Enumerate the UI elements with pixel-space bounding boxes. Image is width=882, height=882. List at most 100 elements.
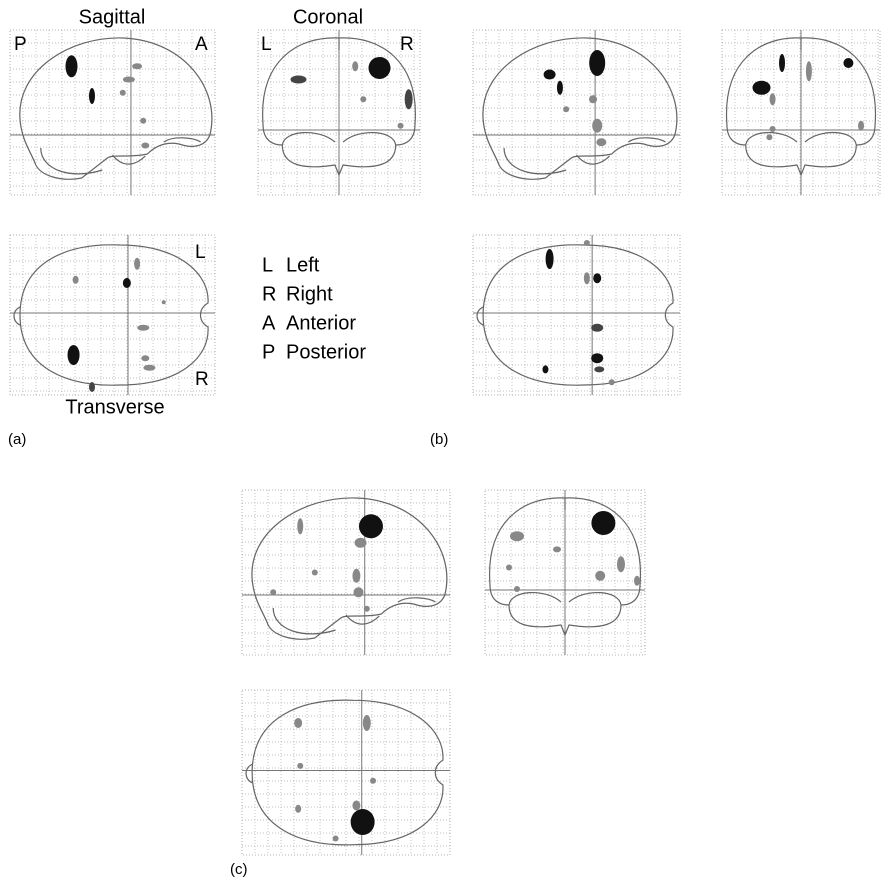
activation-blob bbox=[362, 715, 371, 731]
orientation-label: L bbox=[195, 242, 206, 263]
activation-blob bbox=[617, 556, 625, 573]
grid-frame bbox=[241, 689, 451, 856]
activation-blob bbox=[370, 777, 377, 784]
activation-blob bbox=[137, 324, 150, 331]
activation-blob bbox=[363, 605, 370, 612]
brain-outline bbox=[489, 497, 641, 637]
activation-blob bbox=[89, 382, 95, 392]
activation-blob bbox=[161, 300, 166, 305]
orientation-label: R bbox=[400, 34, 414, 55]
glass-brain-view bbox=[241, 689, 451, 856]
activation-blob bbox=[752, 80, 771, 95]
panel-label: (c) bbox=[230, 861, 248, 878]
activation-blob bbox=[294, 718, 303, 728]
glass-brain-view bbox=[721, 29, 881, 196]
activation-blob bbox=[506, 564, 512, 571]
glass-brain-view bbox=[484, 489, 646, 656]
activation-blob bbox=[270, 589, 277, 596]
activation-blob bbox=[297, 762, 304, 769]
activation-blob bbox=[591, 511, 616, 535]
activation-blob bbox=[556, 80, 563, 95]
legend-text: Posterior bbox=[286, 341, 366, 363]
legend-text: Anterior bbox=[286, 312, 356, 334]
activation-blob bbox=[543, 69, 556, 80]
orientation-label: P bbox=[14, 34, 27, 55]
activation-blob bbox=[553, 546, 561, 553]
activation-blob bbox=[404, 89, 413, 110]
view-title: Coronal bbox=[293, 6, 363, 28]
brain-outline bbox=[262, 37, 416, 177]
activation-blob bbox=[295, 804, 302, 813]
glass-brain-view bbox=[9, 234, 216, 396]
activation-blob bbox=[290, 75, 307, 84]
brain-outline bbox=[725, 37, 877, 177]
activation-blob bbox=[89, 88, 95, 104]
activation-blob bbox=[858, 120, 865, 131]
activation-blob bbox=[119, 89, 126, 96]
activation-blob bbox=[72, 275, 79, 284]
views bbox=[9, 29, 881, 856]
activation-blob bbox=[350, 809, 375, 835]
activation-blob bbox=[589, 95, 598, 104]
activation-blob bbox=[352, 800, 361, 811]
panel-label: (a) bbox=[8, 431, 26, 448]
grid-frame bbox=[9, 29, 216, 196]
activation-blob bbox=[596, 138, 607, 147]
activation-blob bbox=[143, 364, 156, 371]
activation-blob bbox=[140, 117, 147, 124]
legend: L Left R Right A Anterior P Posterior bbox=[262, 254, 366, 363]
legend-key: L bbox=[262, 254, 273, 276]
glass-brain-view bbox=[257, 29, 421, 196]
activation-blob bbox=[769, 126, 776, 132]
activation-blob bbox=[397, 122, 404, 129]
activation-blob bbox=[65, 55, 78, 78]
glass-brain-view bbox=[472, 29, 681, 196]
activation-blob bbox=[311, 569, 318, 576]
orientation-label: A bbox=[195, 34, 208, 55]
activation-blob bbox=[843, 58, 854, 68]
activation-blob bbox=[591, 323, 604, 332]
activation-blob bbox=[805, 61, 812, 82]
activation-blob bbox=[593, 273, 602, 284]
legend-text: Left bbox=[286, 254, 320, 276]
glass-brain-view bbox=[241, 489, 451, 656]
brain-outline bbox=[13, 244, 209, 386]
activation-blob bbox=[352, 568, 361, 583]
grid-frame bbox=[472, 234, 681, 396]
brain-outline bbox=[245, 699, 444, 846]
activation-blob bbox=[132, 63, 143, 70]
activation-blob bbox=[141, 142, 150, 149]
legend-text: Right bbox=[286, 283, 333, 305]
brain-outline bbox=[482, 37, 678, 180]
activation-blob bbox=[583, 240, 590, 246]
activation-blob bbox=[595, 570, 606, 581]
activation-blob bbox=[510, 531, 524, 542]
activation-blob bbox=[779, 54, 786, 72]
activation-blob bbox=[122, 278, 131, 288]
activation-blob bbox=[122, 76, 135, 83]
grid-frame bbox=[241, 489, 451, 656]
legend-key: P bbox=[262, 341, 275, 363]
activation-blob bbox=[141, 355, 150, 362]
activation-blob bbox=[591, 353, 604, 364]
brain-outline bbox=[476, 244, 674, 386]
legend-key: R bbox=[262, 283, 276, 305]
legend-key: A bbox=[262, 312, 276, 334]
panel-label: (b) bbox=[430, 431, 448, 448]
brain-outline bbox=[251, 497, 448, 640]
activation-blob bbox=[769, 93, 776, 106]
activation-blob bbox=[352, 61, 359, 72]
activation-blob bbox=[134, 257, 141, 270]
activation-blob bbox=[592, 118, 603, 133]
activation-blob bbox=[514, 586, 520, 592]
activation-blob bbox=[67, 345, 80, 365]
activation-blob bbox=[634, 575, 640, 586]
view-title: Sagittal bbox=[79, 6, 146, 28]
activation-blob bbox=[360, 96, 367, 103]
activation-blob bbox=[354, 537, 367, 548]
activation-blob bbox=[545, 249, 554, 269]
activation-blob bbox=[542, 365, 549, 374]
orientation-label: R bbox=[195, 369, 209, 390]
activation-blob bbox=[297, 518, 304, 535]
